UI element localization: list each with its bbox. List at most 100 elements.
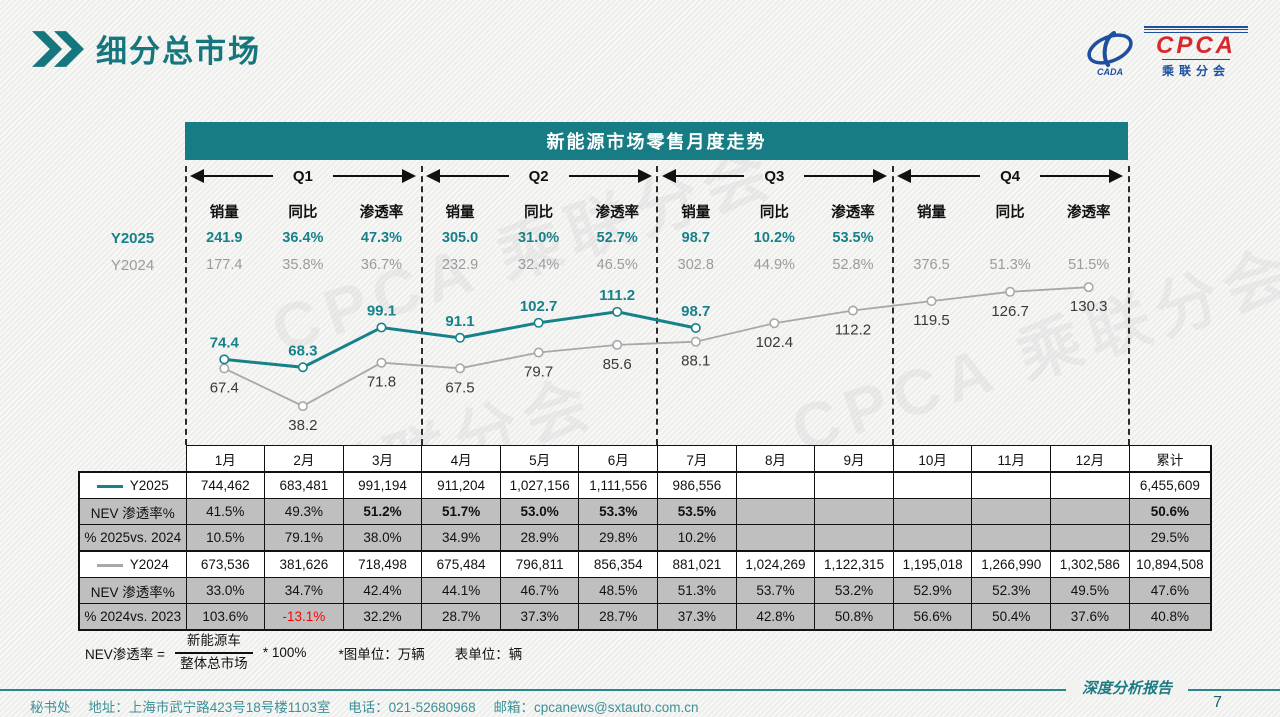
quarter-arrow-line [204, 175, 273, 177]
table-cell: 53.7% [735, 577, 816, 604]
stat-value-cell: 241.9 [206, 230, 243, 246]
table-cell: 34.9% [421, 524, 501, 552]
formula-fraction: 新能源车 整体总市场 [174, 633, 253, 673]
stat-header-cell: 销量 [445, 205, 475, 221]
row-label-cell: Y2024 [78, 550, 187, 578]
stat-header-cell: 销量 [681, 205, 711, 221]
stat-value-cell: 51.5% [1068, 257, 1110, 273]
row-label-cell: NEV 渗透率% [78, 577, 187, 604]
chart-value-label: 126.7 [991, 303, 1029, 320]
table-cell: 683,481 [264, 471, 344, 499]
formula-suffix: * 100% [262, 645, 307, 661]
chart-point [455, 363, 466, 374]
stat-value-cell: 177.4 [206, 257, 243, 273]
month-header-cell: 10月 [892, 445, 973, 473]
table-cell: 28.9% [499, 524, 580, 552]
table-cell: 29.5% [1128, 524, 1213, 552]
table-cell: 46.7% [499, 577, 580, 604]
table-cell: 42.8% [735, 603, 816, 631]
row-label-cell: Y2025 [78, 471, 187, 499]
quarter-arrow-left [190, 169, 204, 183]
chart-unit-note: *图单位：万辆 [338, 646, 425, 662]
table-cell: 34.7% [264, 577, 344, 604]
stat-header-cell: 渗透率 [831, 205, 875, 221]
page-title: 细分总市场 [96, 34, 261, 69]
quarter-arrow-right [401, 169, 416, 183]
table-unit-note: 表单位：辆 [454, 646, 523, 662]
chart-value-label: 79.7 [524, 364, 553, 381]
table-cell: 51.7% [421, 498, 501, 525]
chart-value-label: 71.8 [367, 374, 396, 391]
table-cell: 675,484 [421, 550, 501, 578]
chart-point [376, 357, 387, 368]
logo-stripes [1144, 26, 1248, 33]
chart-point [455, 332, 466, 343]
chart-value-label: 38.2 [288, 417, 317, 434]
table-cell: 1,111,556 [578, 471, 659, 499]
row-label-cell: % 2024vs. 2023 [78, 603, 187, 631]
chart-point [219, 354, 230, 365]
quarter-arrow-left [661, 169, 676, 183]
month-header-cell: 9月 [814, 445, 894, 473]
table-cell [814, 498, 894, 525]
stat-value-cell: 305.0 [441, 230, 479, 246]
table-cell [971, 471, 1052, 499]
stat-values-2025: 241.9 36.4% 47.3% 305.0 31.0% 52.7% 98.7 10.2% 5… [185, 230, 1128, 246]
stat-header-cell: 同比 [288, 205, 318, 221]
stat-header-row: 销量 同比 渗透率 销量 同比 渗透率 销量 同比 渗透率 销量 同比 渗透率 [185, 201, 1128, 222]
table-row: % 2025vs. 2024 10.5% 79.1% 38.0% 34.9% 28.9% 2… [78, 524, 1213, 552]
stat-value-cell: 32.4% [518, 257, 560, 273]
double-chevron-icon [32, 30, 84, 67]
quarter-label: Q3 [764, 167, 785, 185]
table-row: % 2024vs. 2023 103.6% -13.1% 32.2% 28.7% 37.3… [78, 603, 1213, 631]
svg-text:CADA: CADA [1097, 67, 1123, 77]
month-header-cell: 11月 [971, 445, 1052, 473]
chart-value-label: 119.5 [913, 312, 949, 329]
table-cell: 41.5% [185, 498, 266, 525]
table-cell: 52.3% [971, 577, 1052, 604]
quarter-label: Q2 [528, 167, 549, 185]
table-cell [735, 471, 816, 499]
quarter-arrow-line [1040, 175, 1110, 177]
table-cell [735, 498, 816, 525]
table-cell: 37.3% [657, 603, 737, 631]
table-cell: 51.2% [342, 498, 423, 525]
table-cell [814, 524, 894, 552]
table-cell: 673,536 [185, 550, 266, 578]
logo-text: CPCA [1155, 32, 1236, 59]
month-header-cell: 12月 [1050, 445, 1130, 473]
chart-point [847, 305, 858, 316]
footer-address: 地址：上海市武宁路423号18号楼1103室 [88, 700, 331, 715]
table-cell: 718,498 [342, 550, 423, 578]
formula-denominator: 整体总市场 [180, 655, 248, 671]
table-cell: 1,266,990 [971, 550, 1052, 578]
stat-value-cell: 31.0% [518, 230, 560, 246]
table-row: NEV 渗透率% 33.0% 34.7% 42.4% 44.1% 46.7% 48.5% 51… [78, 577, 1213, 604]
table-cell: 53.3% [578, 498, 659, 525]
quarter-arrow-right [637, 169, 652, 183]
chart-point [219, 363, 230, 374]
chart-value-label: 91.1 [445, 313, 474, 330]
table-cell: 28.7% [578, 603, 659, 631]
quarter-arrow-left [897, 169, 912, 183]
chart-point [297, 362, 308, 373]
quarter-arrow-right [1109, 169, 1124, 183]
month-header-cell: 1月 [185, 445, 266, 473]
legend-line-y2024 [96, 563, 123, 567]
month-header-cell: 累计 [1128, 445, 1213, 473]
table-cell: 1,027,156 [499, 471, 580, 499]
table-cell: 44.1% [421, 577, 501, 604]
table-cell: 881,021 [657, 550, 737, 578]
formula-prefix: NEV渗透率 = [85, 646, 165, 662]
stat-values-2024: 177.4 35.8% 36.7% 232.9 32.4% 46.5% 302.8 44.9%… [185, 257, 1128, 273]
chart-point [376, 322, 387, 333]
table-cell: 10,894,508 [1128, 550, 1213, 578]
cpca-emblem-icon: CADA [1087, 30, 1133, 77]
table-cell: 79.1% [264, 524, 344, 552]
quarter-arrow-line [332, 175, 402, 177]
quarter-section: Q1 [185, 165, 421, 187]
stat-value-cell: 52.7% [596, 230, 638, 246]
table-cell: 744,462 [185, 471, 266, 499]
table-cell [892, 498, 973, 525]
table-cell [971, 524, 1052, 552]
